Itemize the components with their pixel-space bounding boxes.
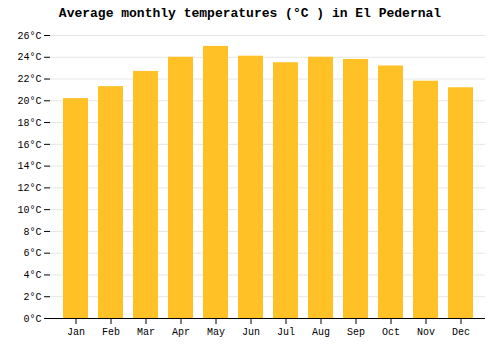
svg-text:Jul: Jul <box>277 327 295 338</box>
svg-text:0°C: 0°C <box>23 314 41 325</box>
svg-text:Jan: Jan <box>67 327 85 338</box>
svg-text:Mar: Mar <box>137 327 155 338</box>
svg-text:Dec: Dec <box>452 327 470 338</box>
svg-text:May: May <box>207 327 225 338</box>
svg-text:26°C: 26°C <box>17 31 41 42</box>
svg-text:16°C: 16°C <box>17 140 41 151</box>
svg-text:14°C: 14°C <box>17 161 41 172</box>
svg-text:Oct: Oct <box>382 327 400 338</box>
svg-text:24°C: 24°C <box>17 52 41 63</box>
svg-text:10°C: 10°C <box>17 205 41 216</box>
svg-text:18°C: 18°C <box>17 118 41 129</box>
svg-text:8°C: 8°C <box>23 227 41 238</box>
svg-text:Feb: Feb <box>102 327 120 338</box>
svg-text:22°C: 22°C <box>17 74 41 85</box>
svg-text:Sep: Sep <box>347 327 365 338</box>
svg-text:Jun: Jun <box>242 327 260 338</box>
svg-text:Apr: Apr <box>172 327 190 338</box>
svg-text:4°C: 4°C <box>23 270 41 281</box>
svg-text:20°C: 20°C <box>17 96 41 107</box>
svg-text:6°C: 6°C <box>23 248 41 259</box>
svg-text:Nov: Nov <box>417 327 435 338</box>
html-text:Average monthly temperatures (: Average monthly temperatures (°C ) in El… <box>58 6 442 21</box>
svg-text:2°C: 2°C <box>23 292 41 303</box>
svg-text:12°C: 12°C <box>17 183 41 194</box>
svg-text:Aug: Aug <box>312 327 330 338</box>
